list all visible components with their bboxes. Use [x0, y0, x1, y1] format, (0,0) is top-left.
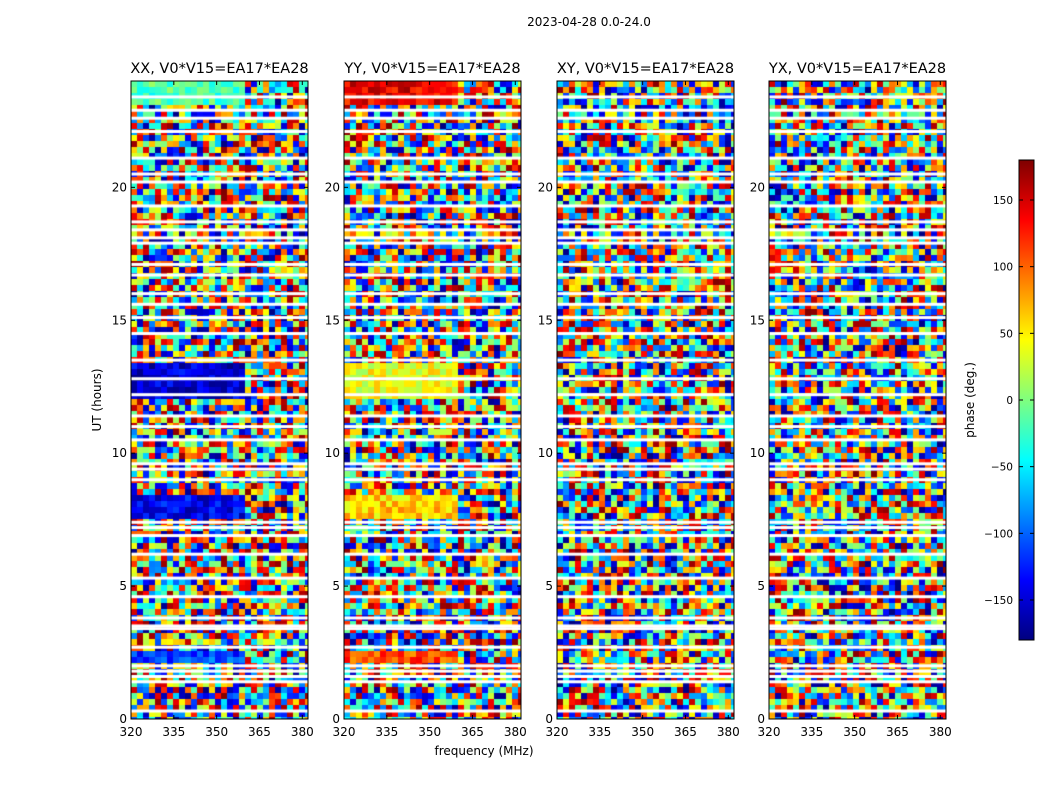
x-tick-label: 365: [461, 725, 484, 739]
y-tick-label: 5: [545, 579, 553, 593]
panel-1: XX, V0*V15=EA17*EA28 320 335 350 365 380 0 5 10 1…: [112, 61, 314, 739]
x-tick-label: 350: [205, 725, 228, 739]
colorbar: −150 −100 −50 0 50 100 150 phase (deg.): [963, 159, 1035, 641]
x-tick-label: 320: [333, 725, 356, 739]
y-tick-label: 10: [750, 446, 765, 460]
y-tick-label: 5: [332, 579, 340, 593]
x-tick-label: 335: [162, 725, 185, 739]
colorbar-label: phase (deg.): [963, 362, 977, 438]
x-tick-label: 380: [717, 725, 740, 739]
y-tick-label: 0: [757, 712, 765, 726]
x-tick-label: 350: [418, 725, 441, 739]
panel-4-title: YX, V0*V15=EA17*EA28: [768, 61, 946, 77]
panel-1-title: XX, V0*V15=EA17*EA28: [130, 61, 308, 77]
panel-4: YX, V0*V15=EA17*EA28 320 335 350 365 380 0 5 10 1…: [750, 61, 952, 739]
panel-4-heatmap: [769, 81, 946, 719]
panel-2-heatmap: [344, 81, 521, 719]
colorbar-tick-label: −100: [984, 528, 1013, 540]
x-tick-label: 335: [588, 725, 611, 739]
panel-3-frame: [556, 80, 735, 720]
panel-2: YY, V0*V15=EA17*EA28 320 335 350 365 380 0 5 10 1…: [325, 61, 527, 739]
x-tick-label: 365: [674, 725, 697, 739]
y-tick-label: 20: [112, 180, 127, 194]
panel-3-title: XY, V0*V15=EA17*EA28: [557, 61, 734, 77]
colorbar-tick-label: −150: [984, 595, 1013, 607]
x-tick-label: 365: [248, 725, 271, 739]
y-tick-label: 10: [112, 446, 127, 460]
colorbar-tick-label: −50: [991, 462, 1013, 474]
x-tick-label: 380: [504, 725, 527, 739]
x-tick-label: 335: [375, 725, 398, 739]
x-tick-label: 350: [631, 725, 654, 739]
x-tick-label: 320: [546, 725, 569, 739]
y-tick-label: 20: [538, 180, 553, 194]
y-tick-label: 15: [750, 313, 765, 327]
colorbar-tick-label: 150: [993, 195, 1013, 207]
x-tick-label: 350: [843, 725, 866, 739]
x-tick-label: 380: [291, 725, 314, 739]
y-tick-label: 15: [538, 313, 553, 327]
panel-3-heatmap: [557, 81, 734, 719]
x-tick-label: 365: [886, 725, 909, 739]
y-tick-label: 5: [757, 579, 765, 593]
y-tick-label: 20: [325, 180, 340, 194]
x-axis-label: frequency (MHz): [434, 744, 533, 758]
y-tick-label: 15: [325, 313, 340, 327]
panel-1-heatmap: [131, 81, 308, 719]
y-tick-label: 20: [750, 180, 765, 194]
panels-layer: XX, V0*V15=EA17*EA28 320 335 350 365 380 0 5 10 1…: [112, 61, 952, 739]
x-tick-label: 320: [120, 725, 143, 739]
panel-2-title: YY, V0*V15=EA17*EA28: [343, 61, 520, 77]
panel-4-frame: [768, 80, 947, 720]
colorbar-tick-label: 50: [1000, 328, 1013, 340]
x-tick-label: 380: [929, 725, 952, 739]
y-tick-label: 10: [325, 446, 340, 460]
panel-2-frame: [343, 80, 522, 720]
y-tick-label: 0: [545, 712, 553, 726]
y-axis-label: UT (hours): [90, 368, 104, 431]
y-tick-label: 0: [332, 712, 340, 726]
y-tick-label: 15: [112, 313, 127, 327]
colorbar-tick-label: 0: [1006, 395, 1013, 407]
colorbar-tick-label: 100: [993, 262, 1013, 274]
y-tick-label: 10: [538, 446, 553, 460]
panel-1-frame: [130, 80, 309, 720]
y-tick-label: 5: [119, 579, 127, 593]
x-tick-label: 335: [800, 725, 823, 739]
y-tick-label: 0: [119, 712, 127, 726]
panel-3: XY, V0*V15=EA17*EA28 320 335 350 365 380 0 5 10 1…: [538, 61, 740, 739]
figure-suptitle: 2023-04-28 0.0-24.0: [527, 15, 651, 29]
x-tick-label: 320: [758, 725, 781, 739]
